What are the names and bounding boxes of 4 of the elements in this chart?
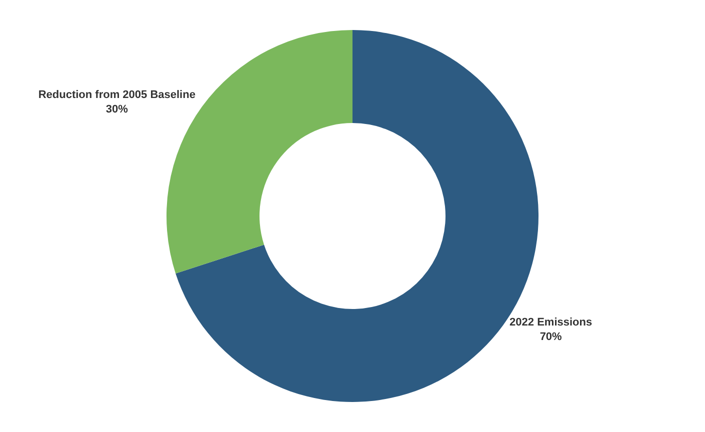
- data-label: 70%: [540, 331, 562, 344]
- data-label: 30%: [106, 103, 128, 116]
- slice-label: 2022 Emissions: [510, 316, 592, 329]
- slice-label: Reduction from 2005 Baseline: [38, 88, 196, 101]
